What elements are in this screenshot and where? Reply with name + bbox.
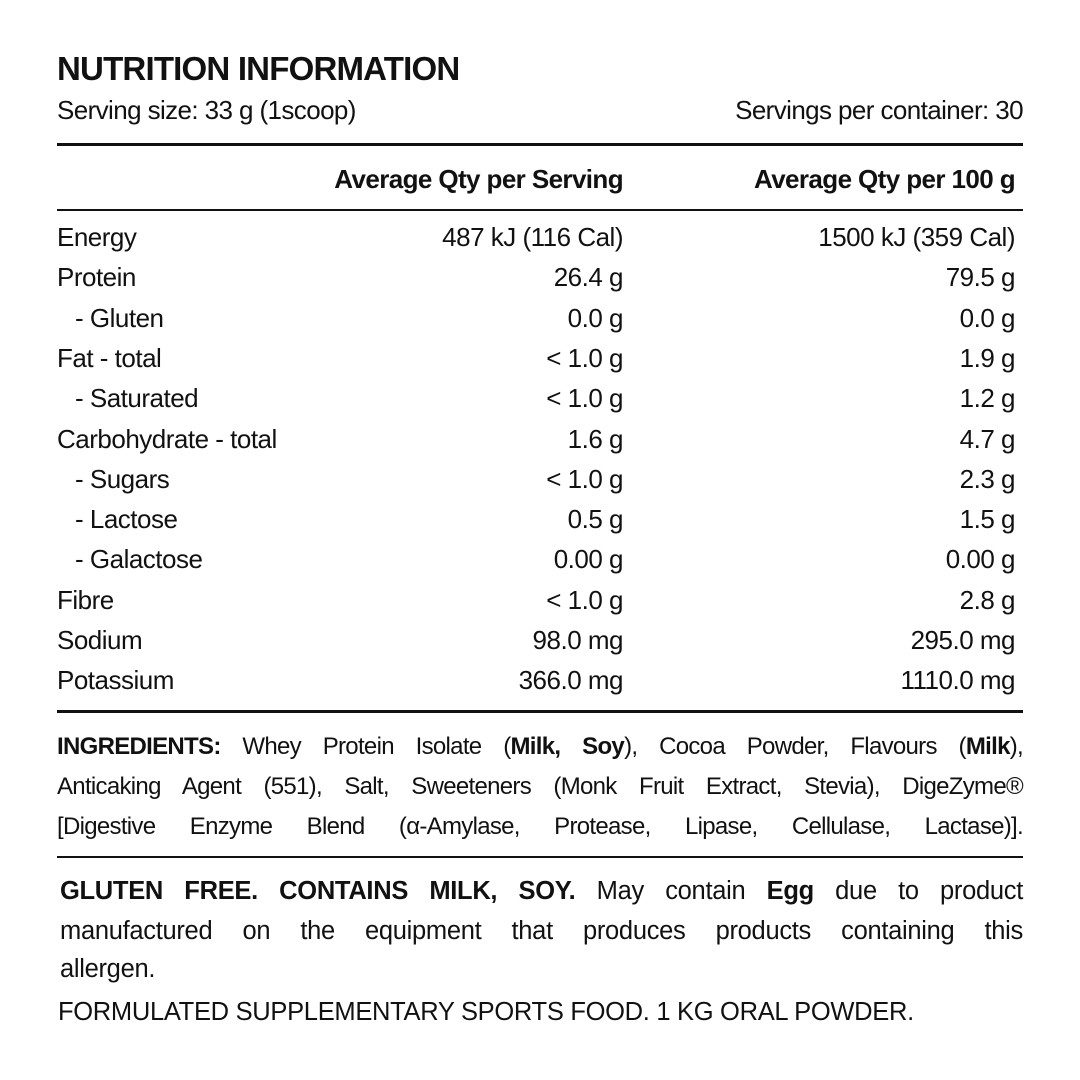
per-serving-value: 98.0 mg xyxy=(532,625,624,655)
per-serving-value: 26.4 g xyxy=(553,262,624,293)
allergen-line: GLUTEN FREE. CONTAINS MILK, SOY. May con… xyxy=(60,877,1023,906)
nutrient-name: Carbohydrate - total xyxy=(57,423,277,454)
per-100g-value: 1110.0 mg xyxy=(900,665,1015,696)
nutrient-name: - Galactose xyxy=(75,544,203,575)
nutrient-name: - Sugars xyxy=(75,463,170,494)
page-title: NUTRITION INFORMATION xyxy=(57,50,460,87)
table-row: - Galactose 0.00 g 0.00 g xyxy=(57,544,1023,584)
text: Whey Protein Isolate ( xyxy=(220,733,511,760)
allergen-line: manufactured on the equipment that produ… xyxy=(60,917,1023,946)
per-serving-value: 0.5 g xyxy=(567,504,624,535)
divider xyxy=(57,856,1023,858)
per-100g-value: 1.9 g xyxy=(959,342,1016,373)
bold-text: GLUTEN FREE. CONTAINS MILK, SOY. xyxy=(60,877,576,905)
bold-text: Milk, Soy xyxy=(510,733,625,760)
table-row: Protein 26.4 g 79.5 g xyxy=(57,262,1023,302)
footer-statement: FORMULATED SUPPLEMENTARY SPORTS FOOD. 1 … xyxy=(58,998,914,1026)
table-row: Carbohydrate - total 1.6 g 4.7 g xyxy=(57,424,1023,464)
bold-text: Egg xyxy=(766,877,815,905)
nutrient-name: Protein xyxy=(57,262,136,293)
per-100g-value: 295.0 mg xyxy=(910,625,1016,655)
text: Anticaking Agent (551), Salt, Sweeteners… xyxy=(57,773,1024,800)
text: [Digestive Enzyme Blend (α-Amylase, Prot… xyxy=(57,813,1024,840)
per-serving-value: < 1.0 g xyxy=(546,383,623,414)
per-serving-value: < 1.0 g xyxy=(546,584,623,615)
divider xyxy=(57,209,1023,211)
bold-text: Milk xyxy=(965,733,1011,760)
ingredients-line: [Digestive Enzyme Blend (α-Amylase, Prot… xyxy=(57,813,1024,841)
column-header-per-serving: Average Qty per Serving xyxy=(334,164,623,194)
divider xyxy=(57,143,1023,146)
allergen-tail: allergen. xyxy=(60,955,156,983)
table-row: Energy 487 kJ (116 Cal) 1500 kJ (359 Cal) xyxy=(57,222,1023,262)
nutrient-name: Energy xyxy=(57,222,137,252)
table-row: - Sugars < 1.0 g 2.3 g xyxy=(57,464,1023,504)
nutrient-name: Fat - total xyxy=(57,342,162,373)
nutrient-name: - Lactose xyxy=(75,504,178,535)
per-100g-value: 4.7 g xyxy=(959,423,1016,454)
per-100g-value: 0.00 g xyxy=(945,544,1016,575)
servings-per-container: Servings per container: 30 xyxy=(735,95,1024,125)
table-row: Fibre < 1.0 g 2.8 g xyxy=(57,585,1023,625)
per-100g-value: 1.2 g xyxy=(959,383,1016,414)
nutrient-name: - Saturated xyxy=(75,383,199,414)
per-100g-value: 1500 kJ (359 Cal) xyxy=(818,222,1015,252)
per-100g-value: 2.3 g xyxy=(959,463,1016,494)
per-serving-value: 0.0 g xyxy=(567,302,624,333)
table-row: Sodium 98.0 mg 295.0 mg xyxy=(57,625,1023,665)
nutrient-name: Potassium xyxy=(57,665,174,696)
per-serving-value: < 1.0 g xyxy=(546,463,623,494)
per-100g-value: 1.5 g xyxy=(959,504,1016,535)
text: due to product xyxy=(813,877,1023,905)
ingredients-line: Anticaking Agent (551), Salt, Sweeteners… xyxy=(57,773,1024,801)
text: May contain xyxy=(575,877,767,905)
nutrient-name: Sodium xyxy=(57,625,143,655)
serving-size: Serving size: 33 g (1scoop) xyxy=(57,95,356,125)
nutrient-name: - Gluten xyxy=(75,302,164,333)
text: ), xyxy=(1009,733,1024,760)
per-serving-value: 0.00 g xyxy=(553,544,624,575)
text: ), Cocoa Powder, Flavours ( xyxy=(624,733,966,760)
per-serving-value: 1.6 g xyxy=(567,423,624,454)
per-100g-value: 2.8 g xyxy=(959,584,1016,615)
per-serving-value: 487 kJ (116 Cal) xyxy=(442,222,623,252)
table-row: - Lactose 0.5 g 1.5 g xyxy=(57,504,1023,544)
text: manufactured on the equipment that produ… xyxy=(60,917,1023,945)
table-row: - Gluten 0.0 g 0.0 g xyxy=(57,303,1023,343)
ingredients-line: INGREDIENTS: Whey Protein Isolate (Milk,… xyxy=(57,733,1024,761)
table-row: - Saturated < 1.0 g 1.2 g xyxy=(57,383,1023,423)
per-100g-value: 0.0 g xyxy=(959,302,1016,333)
table-row: Potassium 366.0 mg 1110.0 mg xyxy=(57,665,1023,705)
divider xyxy=(57,710,1023,713)
per-100g-value: 79.5 g xyxy=(945,262,1016,293)
table-row: Fat - total < 1.0 g 1.9 g xyxy=(57,343,1023,383)
per-serving-value: 366.0 mg xyxy=(518,665,624,696)
per-serving-value: < 1.0 g xyxy=(546,342,623,373)
bold-text: INGREDIENTS: xyxy=(57,733,221,760)
column-header-per-100g: Average Qty per 100 g xyxy=(753,164,1016,194)
nutrient-name: Fibre xyxy=(57,584,114,615)
